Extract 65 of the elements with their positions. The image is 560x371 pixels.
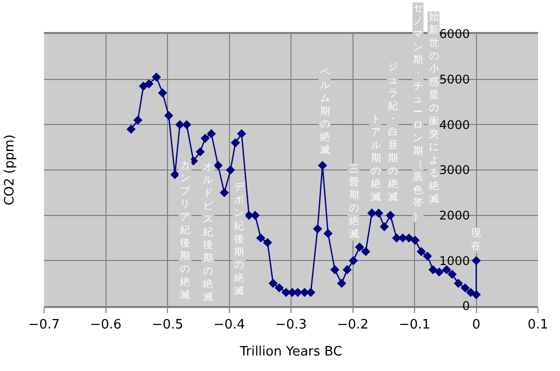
point xyxy=(434,267,444,277)
x-tick-label: −0.3 xyxy=(275,318,307,333)
point xyxy=(164,111,174,120)
x-tick-label: −0.6 xyxy=(90,318,122,333)
point xyxy=(354,242,364,252)
point xyxy=(318,160,328,170)
x-tick-label: −0.4 xyxy=(213,318,246,333)
point xyxy=(274,283,284,292)
x-tick-label: −0.2 xyxy=(336,318,369,333)
point xyxy=(422,252,432,261)
point xyxy=(448,270,457,279)
point xyxy=(374,208,384,218)
point xyxy=(262,238,272,248)
point xyxy=(472,256,481,266)
point xyxy=(442,265,452,274)
point xyxy=(144,79,154,88)
point xyxy=(404,233,414,243)
point xyxy=(196,147,205,156)
point xyxy=(152,72,161,82)
point xyxy=(138,82,148,91)
x-tick-label: −0.1 xyxy=(398,318,430,333)
point xyxy=(428,265,438,274)
point xyxy=(472,290,481,300)
point xyxy=(410,236,420,245)
point xyxy=(200,134,210,143)
x-tick-label: −0.7 xyxy=(28,318,60,333)
point xyxy=(342,265,352,274)
y-tick-label: 6000 xyxy=(439,27,470,42)
point xyxy=(237,129,246,138)
point xyxy=(454,278,463,288)
y-tick-label: 5000 xyxy=(439,72,470,87)
point xyxy=(324,228,333,238)
point xyxy=(256,233,266,243)
point xyxy=(386,210,395,220)
point xyxy=(416,247,426,256)
point xyxy=(206,129,216,138)
x-tick-label: 0.1 xyxy=(528,318,548,333)
x-axis-title: Trillion Years BC xyxy=(238,344,342,360)
x-tick-label: −0.5 xyxy=(152,318,184,333)
point xyxy=(133,116,142,125)
point xyxy=(460,283,470,292)
x-tick-label: 0 xyxy=(472,318,480,333)
point xyxy=(214,160,223,170)
point xyxy=(330,265,340,274)
y-tick-label: 2000 xyxy=(439,208,470,223)
point xyxy=(313,224,322,234)
point xyxy=(175,120,184,130)
point xyxy=(158,88,168,98)
point xyxy=(361,247,370,256)
y-tick-label: 1000 xyxy=(439,254,470,268)
point xyxy=(182,120,192,130)
y-tick-label: 4000 xyxy=(439,118,470,132)
point xyxy=(126,124,136,134)
point xyxy=(230,138,240,148)
point xyxy=(380,222,389,232)
y-tick-label: 0 xyxy=(462,299,470,314)
point xyxy=(268,278,278,288)
y-tick-label: 3000 xyxy=(439,163,470,178)
point xyxy=(337,278,346,288)
point xyxy=(348,256,358,266)
y-axis-title: CO2 (ppm) xyxy=(2,134,18,206)
point xyxy=(170,170,180,180)
point xyxy=(226,165,236,175)
point xyxy=(367,208,376,218)
point xyxy=(220,188,229,198)
